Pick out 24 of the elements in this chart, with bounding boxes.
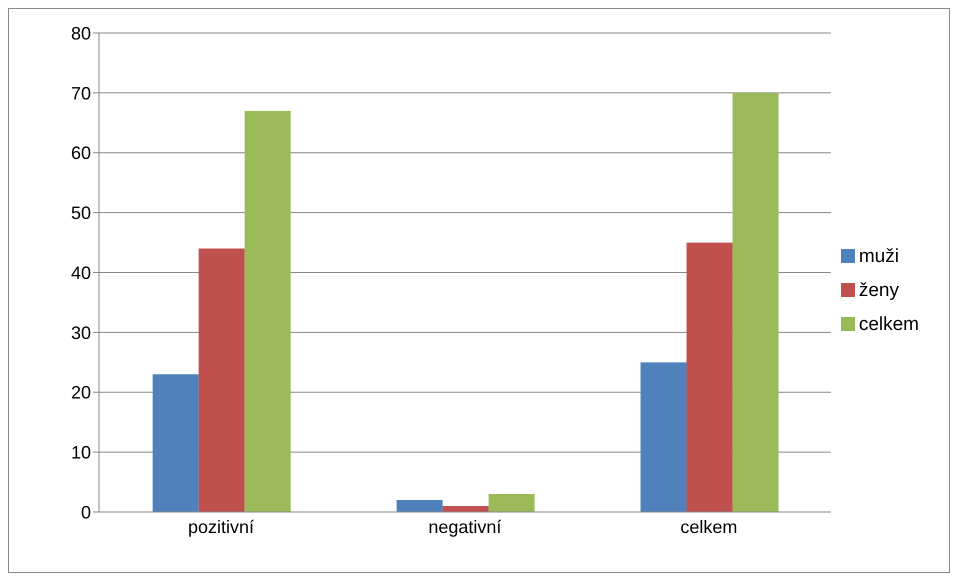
legend-label: ženy — [858, 280, 899, 300]
y-tick-label: 50 — [70, 203, 91, 224]
legend-label: celkem — [858, 314, 919, 334]
y-tick-label: 10 — [70, 442, 91, 463]
bar — [198, 248, 245, 512]
y-tick-label: 30 — [70, 322, 91, 343]
bar — [396, 500, 443, 512]
bar — [640, 362, 687, 512]
x-tick-label: celkem — [680, 516, 738, 537]
bar — [244, 110, 291, 512]
y-tick-label: 80 — [70, 23, 91, 44]
x-tick-label: negativní — [428, 516, 502, 537]
bar — [488, 494, 535, 512]
y-tick-label: 60 — [70, 143, 91, 164]
y-tick-label: 40 — [70, 262, 91, 283]
bar — [686, 242, 733, 512]
bar — [732, 92, 779, 512]
y-tick-label: 20 — [70, 382, 91, 403]
bar — [152, 374, 199, 512]
y-tick-label: 0 — [80, 502, 91, 522]
bar — [442, 506, 489, 512]
x-tick-label: pozitivní — [188, 516, 254, 537]
legend-label: muži — [858, 246, 899, 266]
y-tick-label: 70 — [70, 83, 91, 104]
